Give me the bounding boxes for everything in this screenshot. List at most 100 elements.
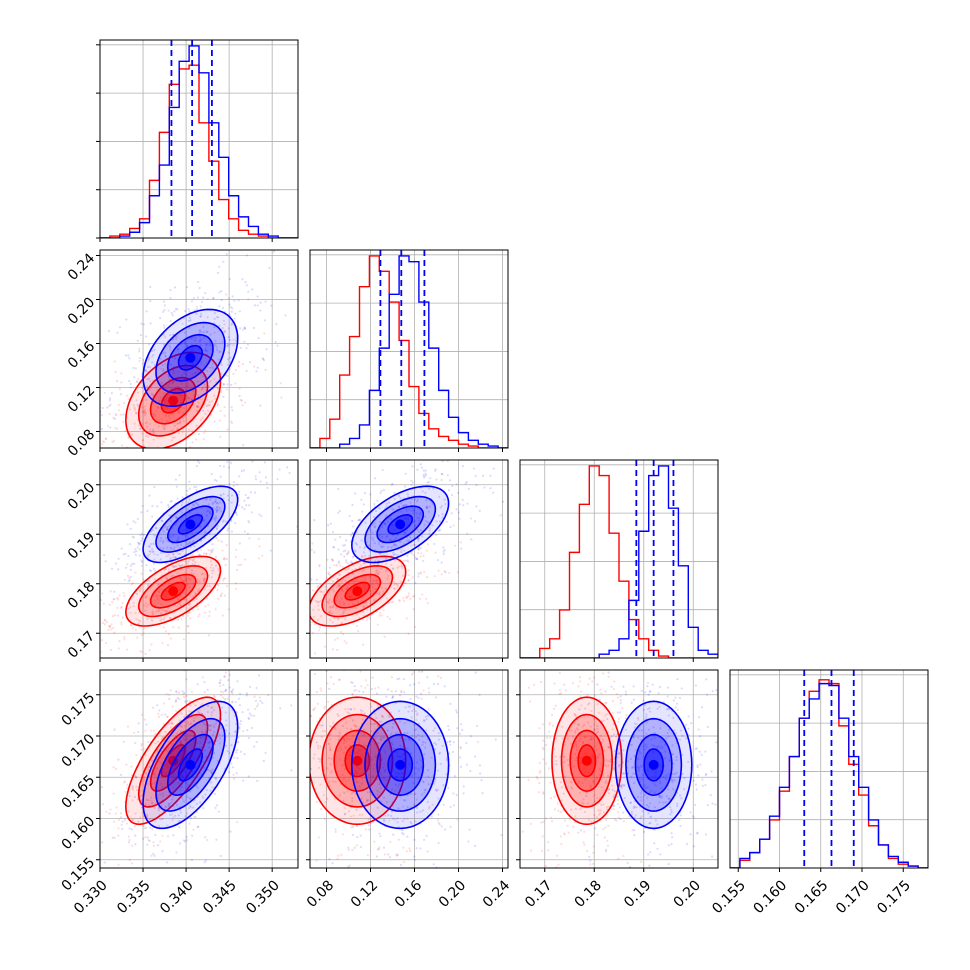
scatter-point	[140, 511, 143, 514]
scatter-point	[179, 740, 182, 743]
scatter-point	[276, 478, 279, 481]
scatter-point	[95, 624, 97, 626]
scatter-point	[172, 534, 175, 537]
scatter-point	[221, 614, 224, 617]
scatter-point	[159, 381, 162, 384]
panel-3-1: 0.08 0.12 0.16 0.20 0.24	[304, 652, 513, 911]
scatter-point	[596, 833, 599, 836]
scatter-point	[330, 600, 334, 603]
scatter-point	[417, 870, 419, 872]
scatter-point	[325, 670, 328, 673]
scatter-point	[328, 858, 331, 861]
scatter-point	[165, 772, 168, 775]
scatter-point	[338, 678, 341, 681]
scatter-point	[160, 762, 163, 765]
scatter-point	[315, 578, 318, 581]
scatter-point	[154, 820, 157, 823]
scatter-point	[215, 346, 218, 349]
scatter-point	[474, 671, 477, 674]
scatter-point	[186, 566, 189, 570]
scatter-point	[364, 577, 367, 581]
scatter-point	[219, 510, 223, 513]
scatter-point	[593, 813, 596, 816]
contour-line	[364, 495, 437, 553]
scatter-point	[282, 605, 284, 607]
scatter-point	[178, 602, 181, 605]
scatter-point	[432, 729, 435, 732]
scatter-point	[123, 638, 126, 641]
scatter-point	[132, 520, 135, 523]
scatter-point	[159, 455, 161, 457]
scatter-point	[344, 608, 347, 612]
scatter-point	[204, 429, 207, 432]
scatter-point	[344, 652, 346, 654]
scatter-point	[243, 340, 246, 343]
scatter-point	[272, 250, 276, 253]
scatter-point	[559, 835, 562, 838]
scatter-point	[364, 587, 367, 590]
scatter-point	[329, 748, 332, 751]
scatter-point	[574, 752, 577, 756]
scatter-point	[214, 344, 217, 347]
scatter-point	[344, 568, 347, 572]
histogram-blue	[100, 45, 298, 238]
scatter-point	[153, 485, 156, 489]
scatter-point	[602, 803, 605, 806]
scatter-point	[133, 409, 137, 412]
scatter-point	[143, 408, 147, 411]
scatter-point	[294, 649, 296, 651]
scatter-point	[316, 702, 319, 705]
scatter-point	[171, 798, 174, 801]
scatter-point	[236, 757, 239, 760]
scatter-point	[420, 697, 423, 700]
scatter-point	[135, 776, 138, 779]
scatter-point	[238, 704, 241, 707]
scatter-point	[131, 582, 135, 585]
scatter-point	[174, 357, 177, 360]
scatter-point	[157, 715, 161, 718]
scatter-point	[631, 813, 634, 816]
scatter-point	[644, 691, 647, 694]
scatter-point	[153, 348, 156, 352]
scatter-point	[347, 880, 349, 882]
scatter-point	[97, 627, 99, 629]
scatter-point	[165, 693, 168, 696]
scatter-point	[437, 738, 441, 741]
scatter-point	[612, 808, 615, 811]
scatter-point	[228, 673, 231, 676]
scatter-point	[236, 748, 239, 752]
scatter-point	[305, 629, 307, 631]
scatter-point	[136, 798, 139, 801]
scatter-point	[705, 772, 708, 776]
scatter-point	[369, 722, 373, 726]
scatter-point	[247, 736, 251, 740]
scatter-point	[542, 820, 545, 823]
scatter-point	[353, 689, 356, 692]
scatter-point	[257, 557, 261, 560]
scatter-point	[196, 786, 199, 789]
scatter-point	[404, 531, 408, 534]
scatter-point	[443, 498, 446, 501]
scatter-point	[196, 605, 199, 608]
scatter-point	[288, 471, 291, 475]
scatter-point	[111, 615, 115, 618]
scatter-point	[214, 500, 217, 503]
scatter-point	[612, 760, 615, 764]
scatter-point	[112, 792, 115, 795]
scatter-point	[237, 697, 240, 700]
scatter-point	[220, 694, 223, 697]
scatter-point	[124, 552, 127, 555]
scatter-point	[424, 597, 428, 600]
scatter-point	[469, 769, 472, 773]
scatter-point	[130, 583, 133, 586]
scatter-point	[378, 552, 381, 555]
scatter-point	[207, 603, 210, 606]
scatter-point	[171, 436, 174, 439]
scatter-point	[615, 692, 618, 696]
contour-line	[310, 555, 407, 627]
scatter-point	[129, 606, 132, 609]
scatter-point	[207, 548, 210, 552]
scatter-point	[168, 344, 171, 348]
scatter-point	[201, 416, 204, 419]
scatter-point	[108, 812, 111, 815]
